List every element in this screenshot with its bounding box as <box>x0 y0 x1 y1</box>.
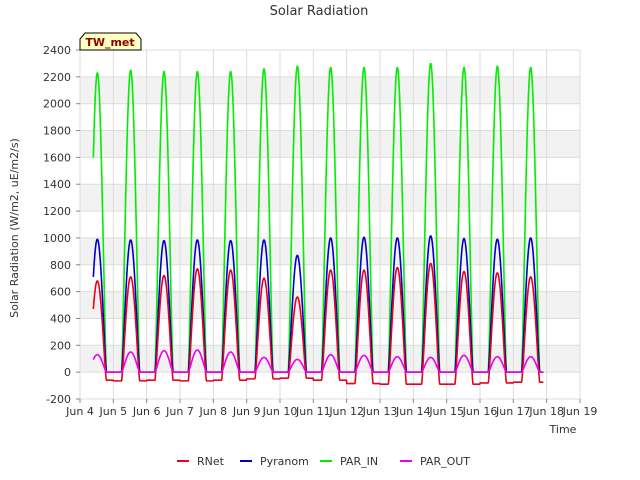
badge-shape <box>79 32 142 51</box>
legend-label: RNet <box>197 455 225 468</box>
series-line-par-out <box>92 349 544 373</box>
plot-band <box>80 76 580 104</box>
x-tick-label: Jun 8 <box>198 405 227 418</box>
x-tick-label: Jun 4 <box>65 405 94 418</box>
plot-band <box>80 345 580 373</box>
badge-label: TW_met <box>85 36 134 49</box>
x-tick-label: Jun 5 <box>98 405 127 418</box>
grid-lines <box>79 49 581 400</box>
chart-title: Solar Radiation <box>270 4 369 19</box>
x-tick-label: Jun 7 <box>165 405 194 418</box>
y-tick-label: 800 <box>50 259 71 272</box>
y-tick-label: 600 <box>50 286 71 299</box>
x-tick-label: Jun 19 <box>562 405 598 418</box>
y-tick-label: 2000 <box>43 98 71 111</box>
y-tick-label: 1600 <box>43 151 71 164</box>
plot-band <box>80 130 580 158</box>
plot-area <box>80 50 580 399</box>
x-tick-label: Jun 14 <box>395 405 431 418</box>
y-tick-label: 200 <box>50 339 71 352</box>
y-tick-label: 1400 <box>43 178 71 191</box>
x-tick-label: Jun 9 <box>232 405 261 418</box>
x-tick-label: Jun 11 <box>295 405 331 418</box>
y-tick-label: 1000 <box>43 232 71 245</box>
legend-label: PAR_IN <box>340 455 378 468</box>
x-tick-label: Jun 15 <box>428 405 464 418</box>
x-tick-label: Jun 18 <box>528 405 564 418</box>
y-tick-label: 1800 <box>43 125 71 138</box>
y-tick-label: 2200 <box>43 71 71 84</box>
plot-band <box>80 291 580 319</box>
legend: RNet Pyranom PAR_IN PAR_OUT <box>177 455 470 468</box>
y-axis-label: Solar Radiation (W/m2, uE/m2/s) <box>8 138 21 318</box>
y-tick-label: -200 <box>46 393 71 406</box>
x-tick-label: Jun 16 <box>462 405 498 418</box>
x-axis-label: Time <box>549 423 577 436</box>
x-tick-label: Jun 12 <box>328 405 364 418</box>
legend-label: PAR_OUT <box>420 455 470 468</box>
y-tick-label: 0 <box>64 366 71 379</box>
plot-band <box>80 184 580 212</box>
y-tick-label: 400 <box>50 312 71 325</box>
x-tick-label: Jun 17 <box>495 405 531 418</box>
y-tick-label: 1200 <box>43 205 71 218</box>
site-badge: TW_met <box>79 32 142 51</box>
series-layer <box>92 62 544 386</box>
x-tick-label: Jun 10 <box>262 405 298 418</box>
x-axis-ticks: Jun 4 Jun 5 Jun 6 Jun 7 Jun 8 Jun 9 Jun 10Jun … <box>65 399 597 418</box>
y-tick-label: 2400 <box>43 44 71 57</box>
x-tick-label: Jun 6 <box>132 405 161 418</box>
legend-label: Pyranom <box>260 455 309 468</box>
series-line-rnet <box>92 262 544 386</box>
y-axis-ticks: -200 0 200 400 600 800 1000 1200 1400 1600 1800 200… <box>43 44 80 406</box>
x-tick-label: Jun 13 <box>362 405 398 418</box>
